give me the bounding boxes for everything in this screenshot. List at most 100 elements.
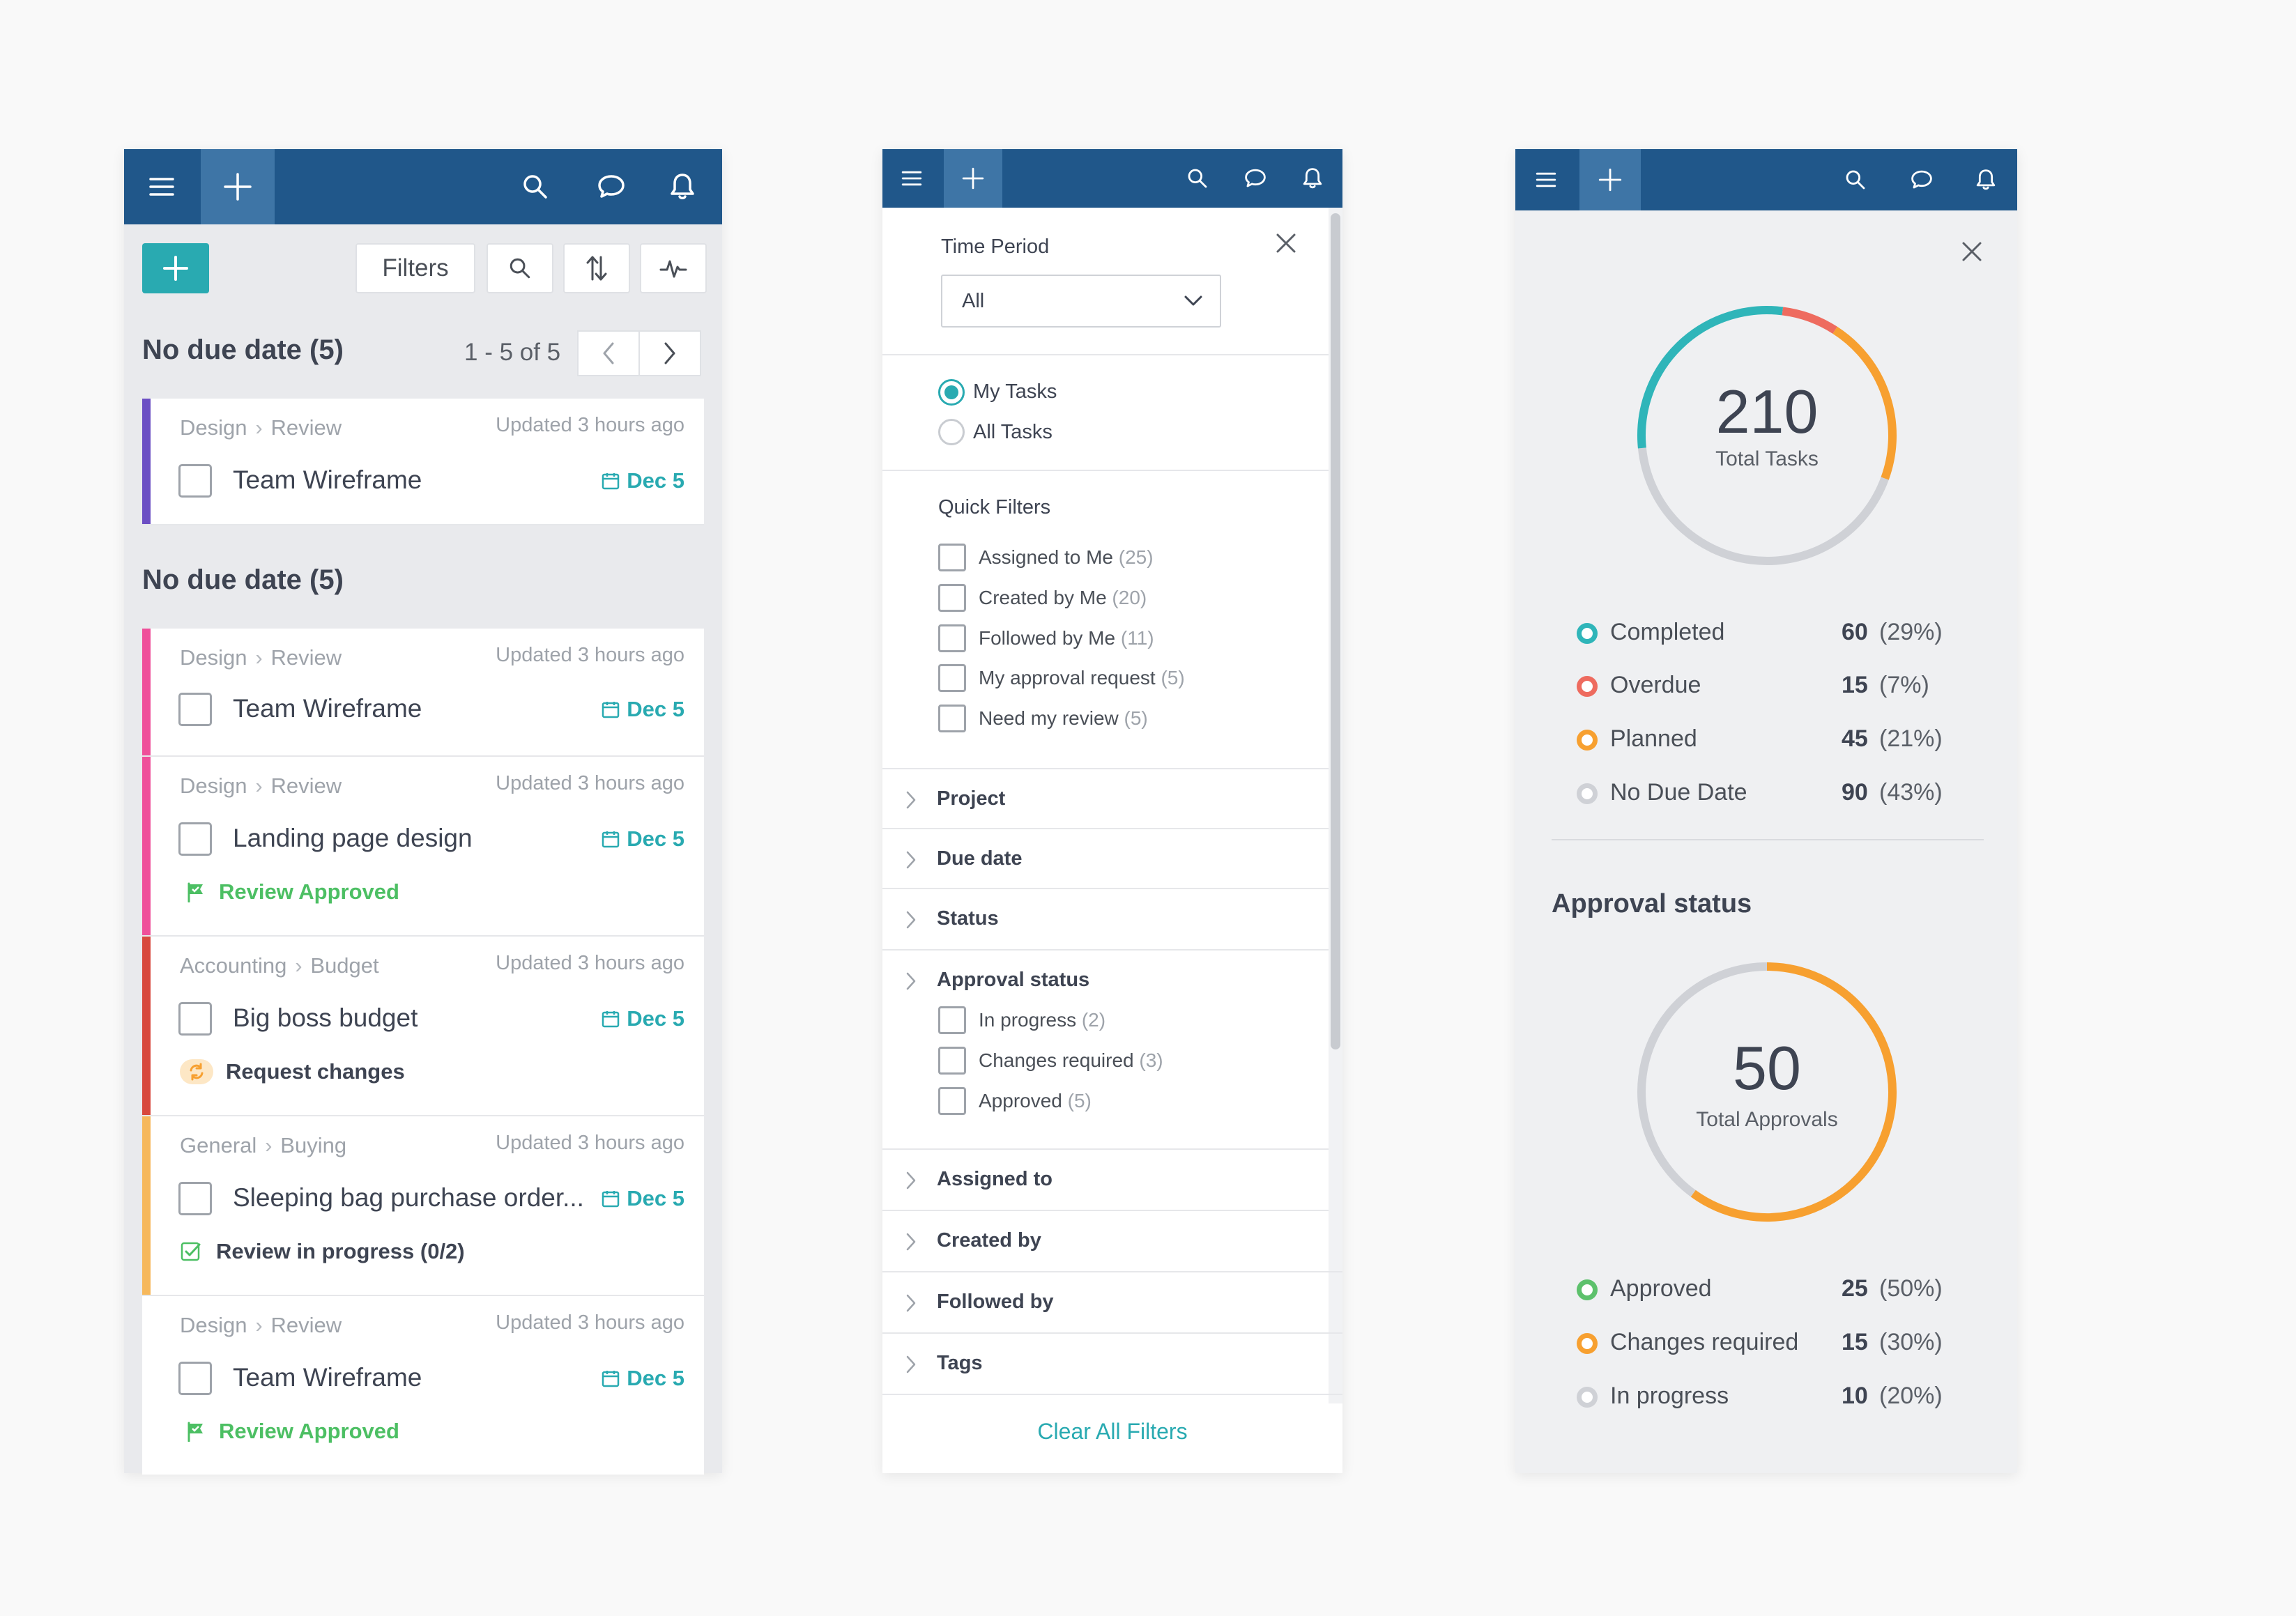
quick-filter-label: My approval request (5) (979, 667, 1185, 688)
task-title[interactable]: Team Wireframe (233, 694, 422, 723)
quick-filter-label: Followed by Me (11) (979, 627, 1154, 649)
my-tasks-radio[interactable] (938, 379, 965, 406)
task-card[interactable]: Design › Review Updated 3 hours ago Team W… (142, 629, 704, 757)
filters-button[interactable]: Filters (355, 243, 475, 293)
priority-bar (142, 937, 151, 1115)
search-icon[interactable] (521, 173, 549, 201)
menu-icon[interactable] (148, 175, 176, 199)
search-icon[interactable] (1844, 169, 1867, 191)
accordion-tags[interactable]: Tags (882, 1332, 1342, 1394)
quick-filter-checkbox[interactable] (938, 705, 966, 732)
pager-text: 1 - 5 of 5 (464, 339, 561, 366)
chevron-down-icon (1184, 295, 1202, 306)
all-tasks-radio[interactable] (938, 419, 965, 445)
clear-all-filters-link[interactable]: Clear All Filters (1037, 1419, 1188, 1444)
sort-icon (586, 256, 607, 281)
task-card[interactable]: Design › Review Updated 3 hours ago Team W… (142, 399, 704, 525)
due-date: Dec 5 (602, 1366, 684, 1391)
chat-icon[interactable] (1243, 168, 1267, 189)
due-date: Dec 5 (602, 697, 684, 722)
legend-dot (1577, 783, 1598, 804)
menu-icon[interactable] (901, 169, 923, 188)
activity-button[interactable] (640, 243, 707, 293)
task-checkbox[interactable] (178, 693, 212, 726)
accordion-followed-by[interactable]: Followed by (882, 1271, 1342, 1332)
quick-filter-checkbox[interactable] (938, 544, 966, 571)
accordion-approval-status[interactable]: Approval status (882, 949, 1329, 1160)
updated-time: Updated 3 hours ago (496, 414, 684, 436)
prev-page-button[interactable] (577, 330, 640, 376)
task-card[interactable]: Design › Review Updated 3 hours ago Team W… (142, 1296, 704, 1475)
accordion-project[interactable]: Project (882, 768, 1329, 829)
accordion-due-date[interactable]: Due date (882, 828, 1329, 889)
donut-segment-completed (1637, 306, 1784, 449)
legend-approved: Approved 25 (50%) (1577, 1274, 1995, 1309)
add-button[interactable] (1579, 149, 1641, 210)
legend-dot (1577, 1279, 1598, 1300)
breadcrumb: Design › Review (180, 1313, 342, 1337)
chat-icon[interactable] (1910, 169, 1934, 190)
task-card[interactable]: General › Buying Updated 3 hours ago Sleep… (142, 1116, 704, 1296)
accordion-status[interactable]: Status (882, 888, 1329, 949)
chat-icon[interactable] (597, 174, 626, 200)
quick-filters-title: Quick Filters (938, 496, 1051, 518)
bell-icon[interactable] (669, 172, 696, 201)
divider (882, 470, 1329, 471)
search-icon[interactable] (1186, 167, 1209, 190)
task-title[interactable]: Team Wireframe (233, 1363, 422, 1392)
add-task-button[interactable] (142, 243, 209, 293)
legend-dot (1577, 1387, 1598, 1408)
task-checkbox[interactable] (178, 1002, 212, 1036)
task-checkbox[interactable] (178, 1362, 212, 1395)
task-checkbox[interactable] (178, 1182, 212, 1215)
bell-icon[interactable] (1302, 167, 1323, 190)
sort-button[interactable] (563, 243, 630, 293)
approval-filter-checkbox[interactable] (938, 1087, 966, 1115)
add-button[interactable] (944, 149, 1002, 208)
task-card[interactable]: Design › Review Updated 3 hours ago Landin… (142, 757, 704, 937)
filter-panel: Time Period All My Tasks All Tasks Quick… (882, 149, 1342, 1473)
group-title: No due date (5) (142, 564, 344, 595)
search-button[interactable] (487, 243, 553, 293)
task-title[interactable]: Big boss budget (233, 1003, 418, 1032)
flag-icon (187, 882, 203, 902)
close-icon[interactable] (1274, 231, 1298, 255)
task-title[interactable]: Landing page design (233, 824, 473, 852)
due-date: Dec 5 (602, 468, 684, 493)
breadcrumb: Design › Review (180, 645, 342, 670)
bell-icon[interactable] (1975, 168, 1996, 192)
accordion-assigned-to[interactable]: Assigned to (882, 1148, 1329, 1210)
approval-filter-label: In progress (2) (979, 1009, 1106, 1031)
scrollbar-thumb[interactable] (1331, 213, 1340, 1049)
top-bar (124, 149, 722, 224)
approval-filter-checkbox[interactable] (938, 1047, 966, 1075)
add-button[interactable] (201, 149, 275, 224)
task-checkbox[interactable] (178, 822, 212, 856)
next-page-button[interactable] (638, 330, 701, 376)
chevron-right-icon (664, 342, 675, 364)
flag-icon (187, 1422, 203, 1442)
legend-in-progress: In progress 10 (20%) (1577, 1381, 1995, 1416)
quick-filter-label: Created by Me (20) (979, 587, 1147, 608)
accordion-created-by[interactable]: Created by (882, 1210, 1329, 1271)
approval-filter-label: Changes required (3) (979, 1049, 1163, 1071)
priority-bar (142, 629, 151, 755)
close-icon[interactable] (1960, 240, 1984, 263)
task-title[interactable]: Team Wireframe (233, 465, 422, 494)
quick-filter-checkbox[interactable] (938, 664, 966, 692)
quick-filter-checkbox[interactable] (938, 584, 966, 612)
task-card[interactable]: Accounting › Budget Updated 3 hours ago Bi… (142, 937, 704, 1116)
approval-filter-checkbox[interactable] (938, 1006, 966, 1034)
legend-no-due-date: No Due Date 90 (43%) (1577, 778, 1995, 813)
time-period-label: Time Period (941, 236, 1050, 258)
chevron-left-icon (603, 342, 614, 364)
calendar-icon (602, 831, 620, 848)
task-checkbox[interactable] (178, 464, 212, 498)
legend-dot (1577, 730, 1598, 751)
divider (882, 1394, 1342, 1395)
breadcrumb: Design › Review (180, 774, 342, 798)
menu-icon[interactable] (1535, 170, 1557, 190)
task-title[interactable]: Sleeping bag purchase order... (233, 1183, 584, 1212)
quick-filter-checkbox[interactable] (938, 624, 966, 652)
time-period-select[interactable]: All (941, 275, 1221, 328)
